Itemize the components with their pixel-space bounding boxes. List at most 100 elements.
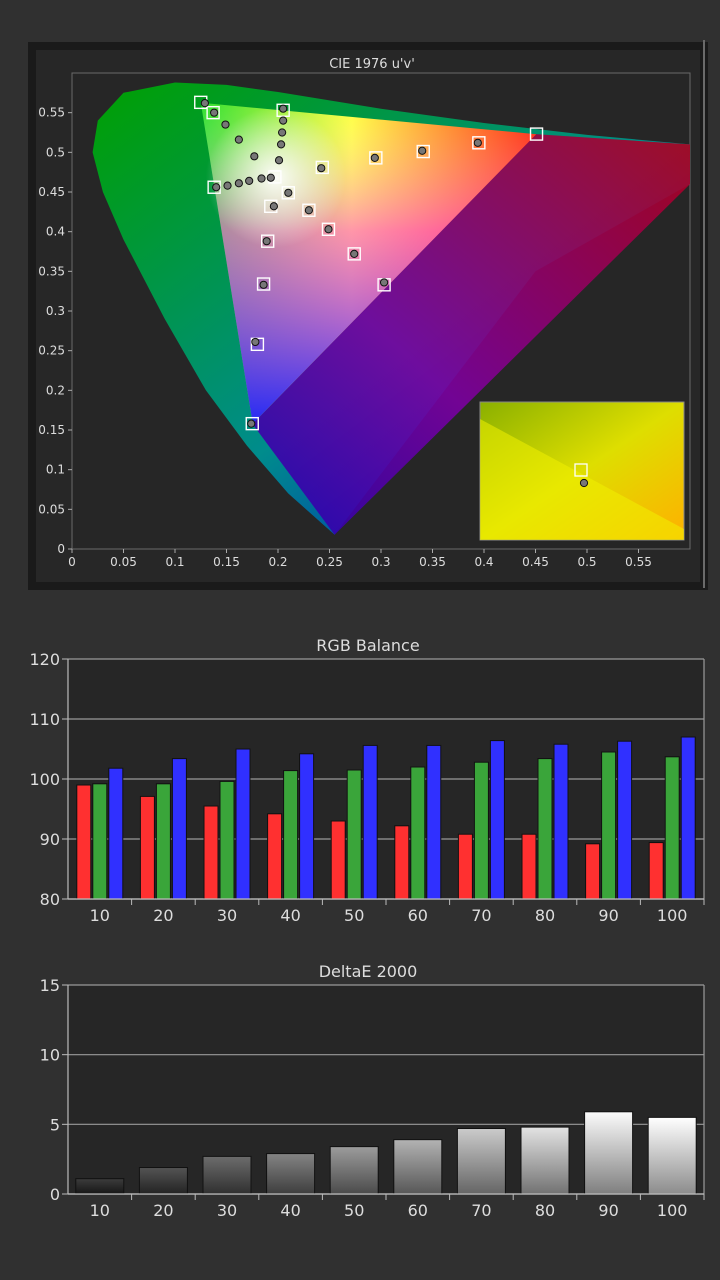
y-tick-label: 100: [29, 770, 60, 789]
y-tick-label: 0.5: [46, 145, 65, 159]
bar: [521, 833, 537, 900]
measured-point: [200, 99, 209, 108]
measured-point: [221, 120, 230, 129]
x-tick-label: 100: [657, 906, 688, 925]
x-tick-label: 70: [471, 906, 491, 925]
purple-line-region: [252, 134, 691, 535]
measured-point: [234, 179, 243, 188]
bar: [664, 756, 680, 900]
bar: [92, 783, 108, 900]
x-tick-label: 10: [90, 906, 110, 925]
bar: [329, 1146, 379, 1195]
x-tick-label: 0.15: [213, 555, 240, 569]
y-tick-label: 0.05: [38, 502, 65, 516]
y-tick-label: 0.15: [38, 423, 65, 437]
measured-point: [266, 173, 275, 182]
x-tick-label: 60: [408, 1201, 428, 1220]
measured-point: [259, 280, 268, 289]
target-marker: [416, 144, 430, 159]
bar: [267, 813, 283, 900]
bar: [299, 753, 315, 900]
measured-point: [269, 202, 278, 211]
x-tick-label: 50: [344, 906, 364, 925]
measured-point: [257, 174, 266, 183]
cie-chart: CIE 1976 u'v' 0 0.05 0.1 0.15 0.2 0.25 0.3 0.35…: [28, 42, 708, 590]
x-tick-label: 0.4: [474, 555, 493, 569]
bar: [489, 740, 505, 900]
x-tick-label: 80: [535, 1201, 555, 1220]
target-marker: [245, 416, 259, 431]
measured-point: [324, 225, 333, 234]
target-marker: [472, 136, 486, 150]
x-tick-label: 90: [598, 1201, 618, 1220]
deltae-chart: DeltaE 2000 0 5 10 15 10 20 30 40 50 60 70 80 90 100: [40, 962, 705, 1220]
bar: [520, 1126, 570, 1195]
bar: [680, 736, 696, 900]
measured-point: [370, 153, 379, 162]
target-marker: [260, 234, 275, 248]
measured-point: [212, 183, 221, 192]
bar: [202, 1155, 252, 1195]
bar: [138, 1167, 188, 1195]
x-tick-label: 0.2: [268, 555, 287, 569]
x-tick-label: 50: [344, 1201, 364, 1220]
bar: [617, 740, 633, 900]
x-tick-label: 20: [153, 906, 173, 925]
y-tick-label: 110: [29, 710, 60, 729]
bar: [76, 784, 92, 900]
deltae-title: DeltaE 2000: [319, 962, 418, 981]
rgb-balance-plot: 80 90 100 110 120 10 20 30 40 50 60 70 80 90 100: [29, 650, 705, 925]
inset-measured-point: [579, 478, 589, 488]
x-tick-label: 100: [657, 1201, 688, 1220]
measured-point: [276, 140, 286, 149]
bar: [235, 748, 251, 900]
target-marker: [281, 186, 296, 200]
y-tick-label: 0.35: [38, 264, 65, 278]
y-tick-label: 0: [57, 542, 65, 556]
y-tick-label: 0.3: [46, 304, 65, 318]
y-tick-label: 10: [40, 1046, 60, 1065]
divider-line: [703, 40, 705, 588]
x-tick-label: 40: [280, 1201, 300, 1220]
y-tick-label: 5: [50, 1115, 60, 1134]
x-tick-label: 0.5: [577, 555, 596, 569]
measured-point: [284, 188, 293, 197]
x-tick-label: 0: [68, 555, 76, 569]
x-tick-label: 0.45: [522, 555, 549, 569]
measured-point: [473, 138, 482, 147]
x-tick-label: 0.55: [625, 555, 652, 569]
measured-point: [247, 419, 256, 428]
y-tick-label: 0: [50, 1185, 60, 1204]
cie-axis-ticks: 0 0.05 0.1 0.15 0.2 0.25 0.3 0.35 0.4 0.45 0.5 0.55…: [38, 106, 652, 569]
x-tick-label: 0.05: [110, 555, 137, 569]
measured-point: [274, 156, 284, 165]
y-tick-label: 15: [40, 976, 60, 995]
bar: [393, 1139, 443, 1195]
bar: [473, 761, 489, 900]
measured-point: [210, 108, 219, 117]
x-tick-label: 80: [535, 906, 555, 925]
bar: [456, 1128, 506, 1195]
x-tick-label: 30: [217, 906, 237, 925]
bar: [553, 743, 569, 900]
bar: [584, 1111, 634, 1195]
x-tick-label: 20: [153, 1201, 173, 1220]
x-tick-label: 30: [217, 1201, 237, 1220]
target-marker: [369, 151, 383, 165]
bar: [426, 744, 442, 900]
target-marker: [347, 247, 361, 261]
bar: [394, 825, 410, 900]
bar: [537, 758, 553, 900]
x-tick-label: 0.35: [419, 555, 446, 569]
y-tick-label: 0.4: [46, 225, 65, 239]
bar: [601, 751, 617, 900]
x-tick-label: 90: [598, 906, 618, 925]
measured-point: [279, 104, 288, 113]
measured-point: [317, 164, 326, 173]
measured-point: [234, 135, 243, 144]
x-tick-label: 0.25: [316, 555, 343, 569]
target-marker: [302, 203, 316, 217]
bar: [346, 769, 362, 900]
target-marker: [276, 103, 290, 117]
bar: [139, 795, 155, 900]
